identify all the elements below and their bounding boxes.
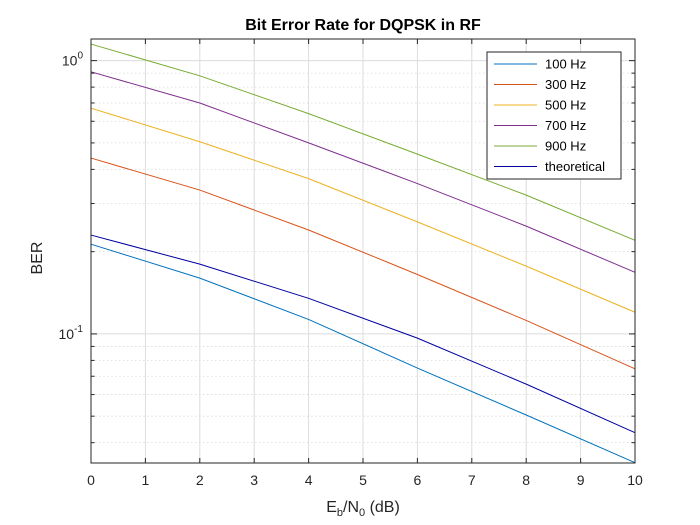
tick-marks — [90, 39, 636, 463]
x-tick-label: 8 — [522, 472, 530, 488]
legend: 100 Hz 300 Hz 500 Hz 700 Hz 900 Hz theoretica… — [486, 51, 622, 180]
x-axis-label-unit: (dB) — [365, 499, 400, 516]
series-line-2 — [90, 107, 636, 313]
y-tick-label: 100 — [62, 51, 84, 69]
legend-box — [486, 51, 622, 180]
y-axis-label: BER — [29, 242, 46, 275]
x-tick-label: 10 — [627, 472, 643, 488]
x-tick-label: 9 — [577, 472, 585, 488]
series-line-1 — [90, 157, 636, 370]
series-line-4 — [90, 43, 636, 241]
chart-title: Bit Error Rate for DQPSK in RF — [245, 17, 481, 34]
x-tick-label: 6 — [414, 472, 422, 488]
y-tick-labels: 100 10-1 — [59, 51, 84, 342]
legend-label: theoretical — [545, 159, 605, 174]
legend-label: 100 Hz — [545, 57, 586, 72]
x-axis-label-sub1: b — [337, 507, 343, 519]
x-axis-label-main: E — [326, 499, 337, 516]
x-tick-label: 2 — [196, 472, 204, 488]
y-tick-label: 10-1 — [59, 324, 84, 342]
x-tick-label: 7 — [468, 472, 476, 488]
legend-label: 900 Hz — [545, 139, 586, 154]
x-tick-label: 5 — [359, 472, 367, 488]
legend-label: 700 Hz — [545, 118, 586, 133]
x-axis-label-sub2: 0 — [359, 507, 365, 519]
legend-label: 500 Hz — [545, 98, 586, 113]
x-tick-label: 4 — [305, 472, 313, 488]
legend-label: 300 Hz — [545, 77, 586, 92]
series-line-3 — [90, 71, 636, 273]
x-axis-label-mid: /N — [343, 499, 359, 516]
series-line-5 — [90, 234, 636, 434]
x-axis-label: Eb/N0 (dB) — [326, 499, 400, 519]
series-line-0 — [90, 243, 636, 464]
x-tick-label: 1 — [142, 472, 150, 488]
x-tick-labels: 0 1 2 3 4 5 6 7 8 9 10 — [87, 472, 643, 488]
x-tick-label: 0 — [87, 472, 95, 488]
x-tick-label: 3 — [250, 472, 258, 488]
series-layer — [90, 43, 636, 464]
